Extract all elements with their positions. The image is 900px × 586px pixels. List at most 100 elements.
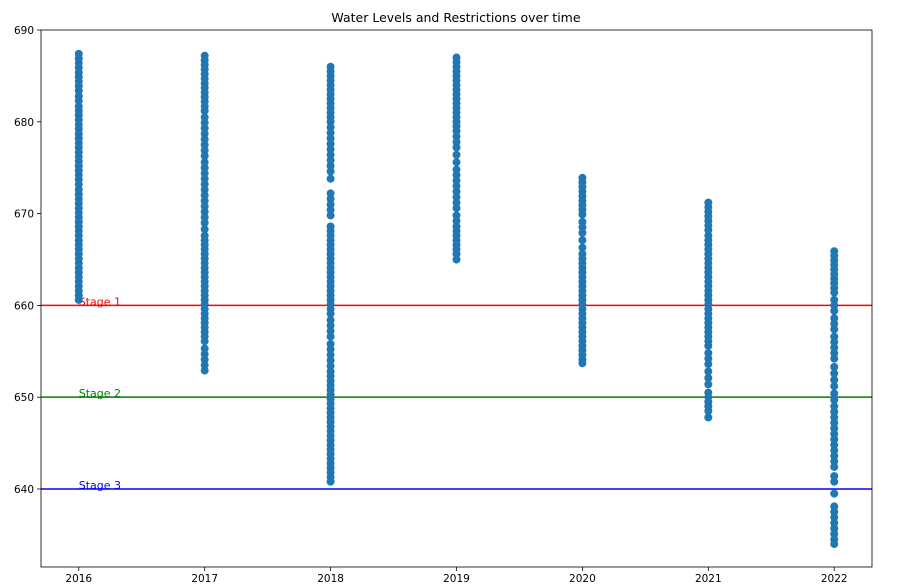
data-point	[452, 137, 461, 146]
data-point	[326, 145, 335, 154]
data-point	[200, 202, 209, 211]
data-point	[830, 524, 839, 533]
data-point	[830, 288, 839, 297]
data-point	[326, 339, 335, 348]
data-point	[704, 367, 713, 376]
data-point	[200, 174, 209, 183]
x-tick-label: 2021	[695, 573, 722, 585]
data-point	[200, 129, 209, 138]
data-point	[200, 196, 209, 205]
chart-title: Water Levels and Restrictions over time	[331, 10, 580, 25]
y-tick-label: 670	[14, 209, 34, 221]
data-point	[452, 126, 461, 135]
data-point	[200, 151, 209, 160]
data-point	[74, 295, 83, 304]
data-point	[830, 375, 839, 384]
data-point	[326, 332, 335, 341]
data-point	[452, 204, 461, 213]
data-point	[578, 228, 587, 237]
data-point	[578, 223, 587, 232]
data-point	[200, 118, 209, 127]
data-point	[704, 226, 713, 235]
data-point	[200, 355, 209, 364]
data-point	[200, 191, 209, 200]
data-point	[452, 198, 461, 207]
data-point	[326, 200, 335, 209]
data-point	[326, 134, 335, 143]
data-point	[452, 150, 461, 159]
data-point	[200, 185, 209, 194]
data-point	[578, 217, 587, 226]
data-point	[830, 362, 839, 371]
data-point	[830, 440, 839, 449]
data-point	[326, 327, 335, 336]
x-tick-label: 2022	[821, 573, 848, 585]
data-point	[830, 418, 839, 427]
data-point	[452, 193, 461, 202]
x-tick-label: 2019	[443, 573, 470, 585]
data-point	[830, 369, 839, 378]
data-point	[200, 207, 209, 216]
data-point	[326, 161, 335, 170]
data-point	[452, 176, 461, 185]
data-point	[830, 451, 839, 460]
data-point	[830, 314, 839, 323]
data-point	[704, 354, 713, 363]
data-point	[830, 319, 839, 328]
data-points	[74, 49, 839, 549]
data-point	[830, 429, 839, 438]
data-point	[704, 373, 713, 382]
data-point	[830, 295, 839, 304]
data-point	[200, 163, 209, 172]
data-point	[200, 113, 209, 122]
data-point	[326, 174, 335, 183]
reference-line-label: Stage 3	[79, 479, 121, 492]
data-point	[452, 187, 461, 196]
data-point	[200, 361, 209, 370]
data-point	[830, 349, 839, 358]
data-point	[830, 407, 839, 416]
data-point	[200, 124, 209, 133]
data-point	[74, 96, 83, 105]
data-point	[200, 158, 209, 167]
data-point	[200, 213, 209, 222]
data-point	[200, 366, 209, 375]
data-point	[704, 380, 713, 389]
data-point	[200, 180, 209, 189]
data-point	[578, 210, 587, 219]
data-point	[326, 211, 335, 220]
y-tick-label: 690	[14, 25, 34, 37]
x-tick-label: 2018	[317, 573, 344, 585]
data-point	[452, 171, 461, 180]
data-point	[830, 382, 839, 391]
data-point	[830, 413, 839, 422]
data-point	[452, 143, 461, 152]
data-point	[452, 132, 461, 141]
data-point	[830, 402, 839, 411]
y-tick-label: 660	[14, 300, 34, 312]
data-point	[452, 182, 461, 191]
reference-line-label: Stage 1	[79, 295, 121, 308]
data-point	[200, 140, 209, 149]
data-point	[830, 389, 839, 398]
data-point	[326, 361, 335, 370]
x-tick-label: 2020	[569, 573, 596, 585]
data-point	[452, 216, 461, 225]
data-point	[452, 255, 461, 264]
data-point	[452, 165, 461, 174]
data-point	[830, 518, 839, 527]
data-point	[704, 413, 713, 422]
data-point	[74, 180, 83, 189]
data-point	[326, 128, 335, 137]
axes: 2016 2017 2018 2019 2020 2021 2022 640 650 660 670…	[14, 25, 848, 585]
data-point	[830, 507, 839, 516]
data-point	[200, 344, 209, 353]
data-point	[326, 345, 335, 354]
data-point	[326, 167, 335, 176]
data-point	[830, 343, 839, 352]
data-point	[326, 189, 335, 198]
data-point	[326, 150, 335, 159]
data-point	[830, 462, 839, 471]
